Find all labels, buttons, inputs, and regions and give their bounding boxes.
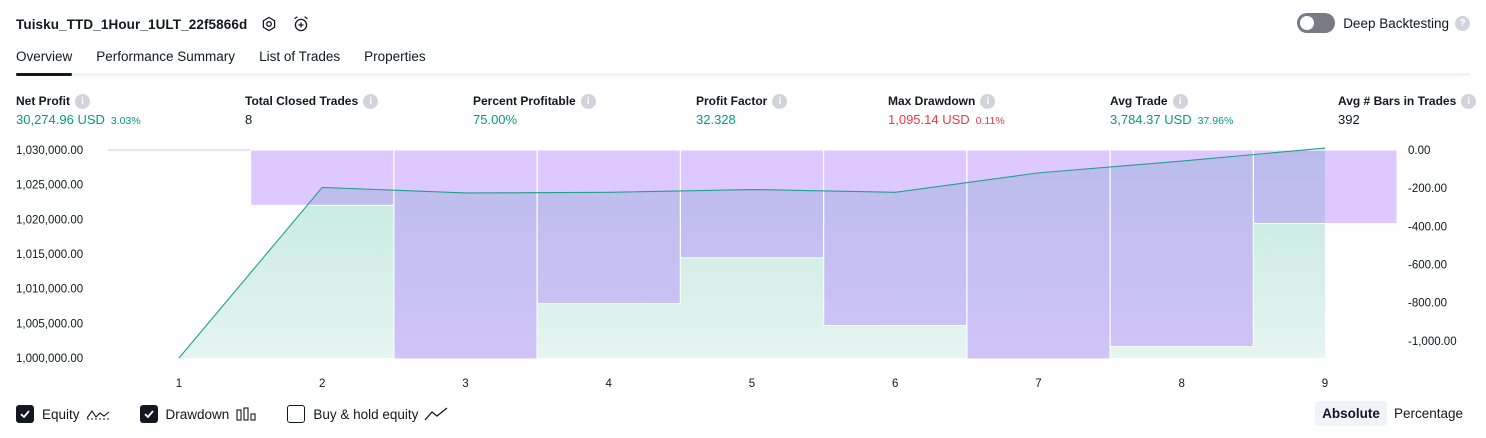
left-axis-tick: 1,030,000.00 [16,145,83,157]
toggle-knob [1300,16,1314,30]
legend-buy-hold[interactable]: Buy & hold equity [287,405,448,423]
add-alert-icon[interactable] [291,14,311,34]
legend-label: Equity [42,407,80,422]
metric-percent: 0.11% [976,115,1005,127]
help-icon[interactable]: i [1461,94,1476,109]
buy-hold-line-icon [424,406,448,422]
chart-svg: 1,030,000.00 1,025,000.00 1,020,000.00 1,01… [0,140,1486,395]
left-axis-tick: 1,015,000.00 [16,249,83,261]
x-axis-tick: 1 [176,378,182,390]
legend-equity[interactable]: Equity [16,405,110,423]
metric-percent-profitable: Percent Profitable i 75.00% [473,93,596,128]
metric-value: 30,274.96 USD [16,112,105,127]
right-axis-tick: -800.00 [1408,298,1447,310]
deep-backtesting-control: Deep Backtesting ? [1297,13,1470,33]
metric-label: Profit Factor [696,94,767,108]
help-icon[interactable]: ? [1455,16,1470,31]
help-icon[interactable]: i [363,94,378,109]
right-axis-tick: -1,000.00 [1408,336,1457,348]
equity-line-icon [86,406,110,422]
strategy-name: Tuisku_TTD_1Hour_1ULT_22f5866d [16,17,247,32]
x-axis-tick: 5 [749,378,755,390]
help-icon[interactable]: i [75,94,90,109]
settings-icon[interactable] [259,14,279,34]
legend-drawdown[interactable]: Drawdown [140,405,258,423]
left-axis-tick: 1,005,000.00 [16,318,83,330]
metric-label: Max Drawdown [888,94,975,108]
left-axis-tick: 1,025,000.00 [16,180,83,192]
x-axis-tick: 9 [1322,378,1328,390]
metric-avg-trade: Avg Trade i 3,784.37 USD 37.96% [1110,93,1233,128]
metric-max-drawdown: Max Drawdown i 1,095.14 USD 0.11% [888,93,1005,128]
x-axis-tick: 3 [462,378,468,390]
tab-properties[interactable]: Properties [364,46,426,73]
equity-drawdown-chart: 1,030,000.00 1,025,000.00 1,020,000.00 1,01… [0,140,1486,395]
drawdown-bar [1110,150,1253,347]
metric-label: Percent Profitable [473,94,576,108]
drawdown-bar [1254,150,1398,223]
metric-value: 32.328 [696,112,736,127]
strategy-header: Tuisku_TTD_1Hour_1ULT_22f5866d [16,12,311,36]
drawdown-bar [251,150,394,205]
legend-label: Buy & hold equity [313,407,418,422]
left-axis-tick: 1,010,000.00 [16,284,83,296]
help-icon[interactable]: i [980,94,995,109]
metric-profit-factor: Profit Factor i 32.328 [696,93,787,128]
view-mode-switch: Absolute Percentage [1315,401,1470,426]
legend-label: Drawdown [166,407,230,422]
drawdown-bar [394,150,537,359]
metric-avg-bars: Avg # Bars in Trades i 392 [1338,93,1476,128]
right-axis-tick: -400.00 [1408,221,1447,233]
metric-label: Net Profit [16,94,70,108]
drawdown-bar [681,150,824,258]
left-axis-tick: 1,020,000.00 [16,214,83,226]
drawdown-bar [537,150,680,304]
equity-checkbox[interactable] [16,405,34,423]
deep-backtesting-toggle[interactable] [1297,13,1335,33]
right-axis-tick: -200.00 [1408,183,1447,195]
help-icon[interactable]: i [1173,94,1188,109]
metric-value: 392 [1338,112,1360,127]
tab-list-of-trades[interactable]: List of Trades [259,46,340,73]
drawdown-bar [824,150,967,326]
metric-percent: 3.03% [111,115,141,127]
absolute-button[interactable]: Absolute [1315,401,1387,426]
metric-percent: 37.96% [1198,115,1234,127]
metric-value: 1,095.14 USD [888,112,970,127]
metric-value: 8 [245,112,252,127]
percentage-button[interactable]: Percentage [1387,401,1470,426]
x-axis-tick: 8 [1179,378,1185,390]
right-axis-tick: 0.00 [1408,145,1430,157]
metric-net-profit: Net Profit i 30,274.96 USD 3.03% [16,93,141,128]
x-axis-tick: 4 [606,378,613,390]
x-axis-tick: 2 [319,378,325,390]
drawdown-bar [967,150,1110,359]
metric-label: Avg # Bars in Trades [1338,94,1456,108]
drawdown-checkbox[interactable] [140,405,158,423]
chart-legend: Equity Drawdown Buy & hold equity [16,403,478,425]
right-axis-tick: -600.00 [1408,260,1447,272]
drawdown-bars-icon [235,406,257,422]
metric-total-closed-trades: Total Closed Trades i 8 [245,93,378,128]
help-icon[interactable]: i [772,94,787,109]
metric-value: 3,784.37 USD [1110,112,1192,127]
help-icon[interactable]: i [581,94,596,109]
x-axis-tick: 6 [892,378,898,390]
tab-overview[interactable]: Overview [16,46,72,73]
deep-backtesting-label: Deep Backtesting [1343,16,1449,31]
left-axis-tick: 1,000,000.00 [16,353,83,365]
metric-label: Avg Trade [1110,94,1168,108]
tab-performance-summary[interactable]: Performance Summary [96,46,235,73]
x-axis-tick: 7 [1035,378,1041,390]
metric-label: Total Closed Trades [245,94,358,108]
metric-value: 75.00% [473,112,517,127]
tab-bar: Overview Performance Summary List of Tra… [16,46,1470,76]
buy-hold-checkbox[interactable] [287,405,305,423]
